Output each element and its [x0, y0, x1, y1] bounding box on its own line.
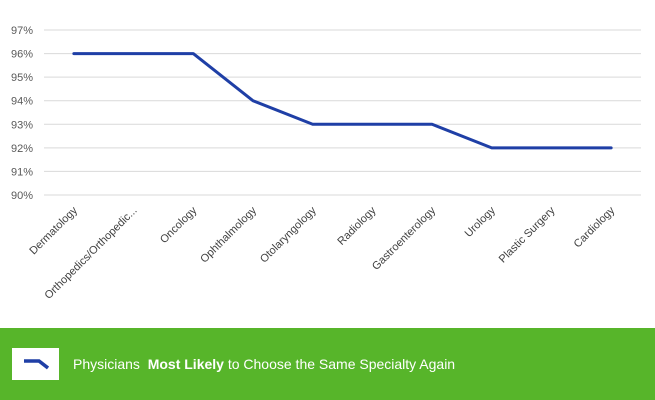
- x-tick-label: Ophthalmology: [198, 204, 259, 265]
- series-line: [72, 52, 613, 150]
- x-tick-label: Radiology: [335, 204, 378, 247]
- x-tick-label: Plastic Surgery: [497, 204, 558, 265]
- y-axis-ticks: 90% 91% 92% 93% 94% 95% 96% 97%: [11, 25, 33, 202]
- legend-emphasis: Most Likely: [147, 356, 224, 372]
- series-layer: [72, 52, 613, 150]
- y-tick-label: 96%: [11, 49, 33, 61]
- legend-line-sample: [23, 359, 49, 370]
- x-tick-label: Urology: [463, 204, 499, 240]
- chart-svg: 90% 91% 92% 93% 94% 95% 96% 97% DermatologyOrth…: [11, 25, 641, 302]
- y-tick-label: 90%: [11, 190, 33, 202]
- x-tick-label: Dermatology: [27, 204, 80, 257]
- y-tick-label: 94%: [11, 96, 33, 108]
- line-series-icon: [23, 359, 49, 370]
- legend-prefix: Physicians: [73, 356, 140, 372]
- x-tick-label: Oncology: [158, 204, 200, 246]
- legend-swatch: [12, 348, 59, 380]
- y-tick-label: 92%: [11, 143, 33, 155]
- x-tick-label: Gastroenterology: [370, 204, 439, 273]
- y-tick-label: 95%: [11, 72, 33, 84]
- legend-label: Physicians Most Likely to Choose the Sam…: [73, 356, 455, 372]
- y-tick-label: 97%: [11, 25, 33, 37]
- y-tick-label: 91%: [11, 166, 33, 178]
- x-tick-label: Otolaryngology: [258, 204, 319, 265]
- x-tick-label: Cardiology: [572, 204, 618, 250]
- legend-suffix: to Choose the Same Specialty Again: [227, 356, 456, 372]
- line-chart: 90% 91% 92% 93% 94% 95% 96% 97% Dermatology Orth…: [11, 25, 641, 302]
- legend-bar: Physicians Most Likely to Choose the Sam…: [0, 328, 655, 400]
- y-tick-label: 93%: [11, 119, 33, 131]
